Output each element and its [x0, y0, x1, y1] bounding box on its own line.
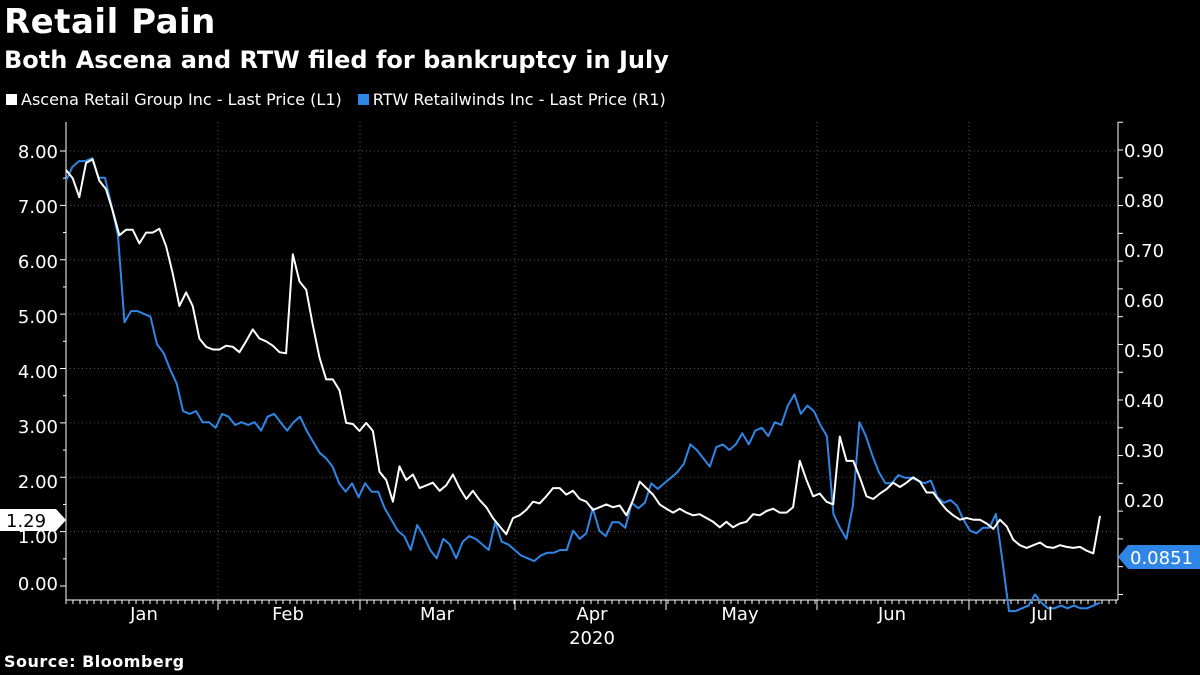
x-tick-label-apr: Apr — [576, 604, 608, 625]
left-tick-label-0: 0.00 — [18, 574, 58, 595]
x-tick-label-jan: Jan — [129, 604, 158, 625]
ascena-last-value-tag: 1.29 — [0, 509, 66, 532]
series-lines — [65, 157, 1101, 613]
right-tick-label-030: 0.30 — [1124, 441, 1164, 462]
rtw-last-value-label: 0.0851 — [1130, 548, 1193, 569]
x-tick-label-may: May — [721, 604, 759, 625]
rtw-last-value-tag: 0.0851 — [1118, 545, 1200, 569]
left-axis-ticks — [60, 150, 66, 587]
x-axis-ticks — [65, 600, 1117, 610]
x-tick-label-mar: Mar — [420, 604, 455, 625]
right-axis-ticks — [1118, 121, 1123, 595]
left-tick-label-7: 7.00 — [18, 197, 58, 218]
right-tick-label-060: 0.60 — [1124, 291, 1164, 312]
left-tick-label-1: 1.00 — [18, 527, 58, 548]
left-tick-label-6: 6.00 — [18, 252, 58, 273]
chart-title: Retail Pain — [4, 2, 216, 42]
rtw-last-value-tag-shape — [1118, 545, 1200, 569]
x-tick-label-jul: Jul — [1030, 604, 1053, 625]
right-tick-label-050: 0.50 — [1124, 341, 1164, 362]
left-tick-label-2: 2.00 — [18, 472, 58, 493]
legend-swatch-ascena — [6, 94, 17, 105]
legend-item-ascena: Ascena Retail Group Inc - Last Price (L1… — [6, 90, 342, 109]
left-tick-label-3: 3.00 — [18, 417, 58, 438]
left-tick-label-8: 8.00 — [18, 142, 58, 163]
ascena-last-value-tag-shape — [0, 509, 66, 531]
left-tick-label-4: 4.00 — [18, 362, 58, 383]
right-tick-label-020: 0.20 — [1124, 491, 1164, 512]
ascena-series-line — [65, 158, 1101, 555]
left-tick-label-5: 5.00 — [18, 307, 58, 328]
legend-label-ascena: Ascena Retail Group Inc - Last Price (L1… — [21, 90, 342, 109]
chart-subtitle: Both Ascena and RTW filed for bankruptcy… — [4, 46, 669, 74]
rtw-series-line — [65, 157, 1101, 613]
right-tick-label-080: 0.80 — [1124, 191, 1164, 212]
legend-swatch-rtw — [357, 94, 369, 105]
legend: Ascena Retail Group Inc - Last Price (L1… — [6, 90, 682, 109]
x-tick-label-jun: Jun — [877, 604, 906, 625]
legend-item-rtw: RTW Retailwinds Inc - Last Price (R1) — [357, 90, 666, 109]
x-axis-year-label: 2020 — [569, 628, 615, 649]
gridlines — [66, 122, 1118, 600]
ascena-last-value-label: 1.29 — [6, 511, 46, 532]
right-tick-label-070: 0.70 — [1124, 241, 1164, 262]
right-tick-label-090: 0.90 — [1124, 141, 1164, 162]
source-note: Source: Bloomberg — [4, 652, 185, 671]
right-tick-label-040: 0.40 — [1124, 391, 1164, 412]
x-tick-label-feb: Feb — [272, 604, 304, 625]
legend-label-rtw: RTW Retailwinds Inc - Last Price (R1) — [372, 90, 666, 109]
